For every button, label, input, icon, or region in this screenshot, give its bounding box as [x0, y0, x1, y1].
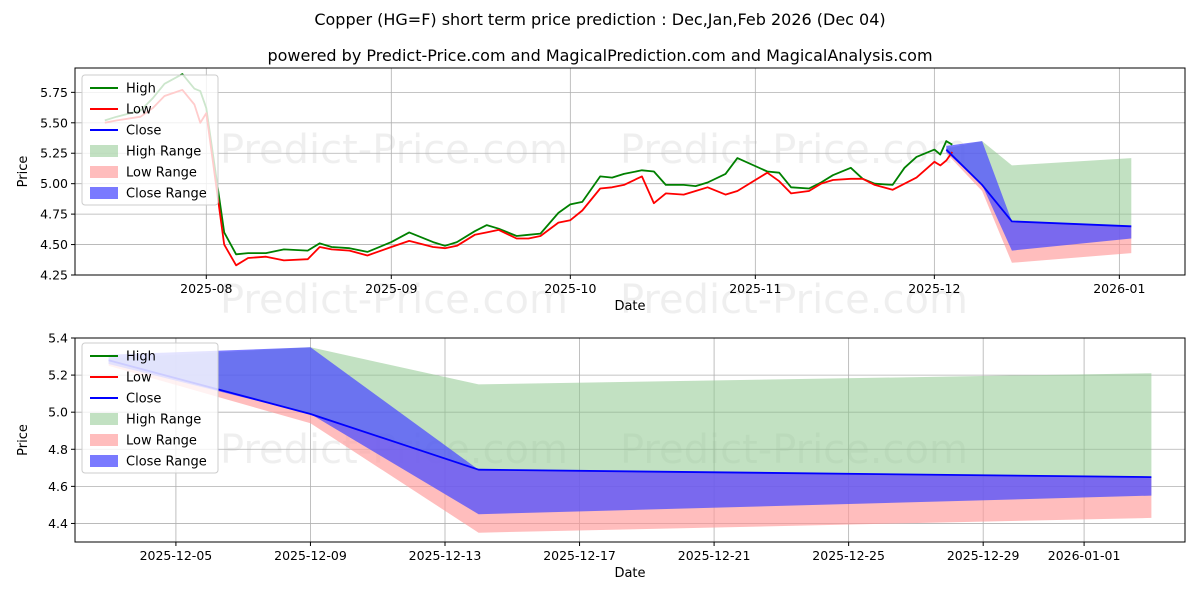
- high-range-band: [946, 141, 1132, 227]
- legend-swatch-patch: [90, 413, 118, 425]
- y-tick-label: 4.25: [40, 268, 68, 283]
- y-tick-label: 4.8: [48, 442, 68, 457]
- x-tick-label: 2025-12-21: [678, 548, 751, 563]
- legend-swatch-patch: [90, 145, 118, 157]
- watermark-text: Predict-Price.com: [620, 127, 968, 173]
- legend: High Low Close High Range Low Range Close Ran…: [81, 342, 219, 474]
- legend-swatch-patch: [90, 187, 118, 199]
- high-range-band: [108, 347, 1152, 478]
- legend-label: High: [126, 82, 156, 97]
- legend-label: High Range: [126, 413, 201, 428]
- y-tick-label: 4.6: [48, 479, 68, 494]
- low-series-line: [104, 89, 954, 267]
- legend-label: Close Range: [126, 455, 207, 470]
- x-tick-label: 2025-12-17: [543, 548, 616, 563]
- legend-label: Close Range: [126, 187, 207, 202]
- x-tick-label: 2026-01-01: [1048, 548, 1121, 563]
- legend-swatch-patch: [90, 434, 118, 446]
- legend-label: Low: [126, 103, 152, 118]
- y-tick-label: 5.50: [40, 115, 68, 130]
- x-tick-label: 2025-12-13: [409, 548, 482, 563]
- x-tick-label: 2025-12: [908, 281, 960, 296]
- plot-frame: [74, 67, 1186, 276]
- plot-data: [104, 73, 1132, 267]
- y-tick-label: 5.00: [40, 176, 68, 191]
- legend-swatch-patch: [90, 166, 118, 178]
- y-tick-label: 5.4: [48, 331, 68, 346]
- y-axis-label: Price: [16, 156, 31, 188]
- y-tick-label: 5.75: [40, 85, 68, 100]
- chart-subtitle: powered by Predict-Price.com and Magical…: [267, 46, 933, 65]
- x-tick-label: 2025-11: [729, 281, 781, 296]
- close-series-line: [945, 148, 1132, 228]
- x-axis-label: Date: [614, 299, 645, 314]
- x-tick-label: 2025-08: [180, 281, 232, 296]
- x-tick-label: 2025-12-09: [274, 548, 347, 563]
- chart-panel-1: Predict-Price.com Predict-Price.com Predic…: [16, 67, 1186, 323]
- chart-panel-2: Predict-Price.comPredict-Price.com2025-1…: [16, 331, 1186, 581]
- legend-label: High Range: [126, 145, 201, 160]
- y-tick-label: 4.4: [48, 516, 68, 531]
- legend-label: Low Range: [126, 166, 197, 181]
- watermark-text: Predict-Price.com: [220, 127, 568, 173]
- watermark-text: Predict-Price.com: [220, 277, 568, 323]
- x-tick-label: 2025-12-25: [812, 548, 885, 563]
- high-series-line: [104, 73, 953, 256]
- legend-label: Close: [126, 124, 161, 139]
- y-tick-label: 5.2: [48, 368, 68, 383]
- legend-swatch-patch: [90, 455, 118, 467]
- y-tick-label: 4.50: [40, 237, 68, 252]
- x-tick-label: 2025-10: [544, 281, 596, 296]
- y-tick-label: 5.25: [40, 146, 68, 161]
- plot-frame: [74, 337, 1186, 543]
- x-tick-label: 2025-12-05: [140, 548, 213, 563]
- x-axis-label: Date: [614, 566, 645, 581]
- legend-label: Close: [126, 392, 161, 407]
- legend-label: Low: [126, 371, 152, 386]
- y-axis-label: Price: [16, 424, 31, 456]
- x-tick-label: 2025-12-29: [947, 548, 1020, 563]
- legend: High Low Close High Range Low Range Close Ran…: [81, 74, 219, 206]
- x-tick-label: 2026-01: [1093, 281, 1145, 296]
- close-range-band: [946, 141, 1132, 251]
- legend-label: Low Range: [126, 434, 197, 449]
- watermark-text: Predict-Price.com: [620, 277, 968, 323]
- y-tick-label: 5.0: [48, 405, 68, 420]
- y-tick-label: 4.75: [40, 207, 68, 222]
- chart-title: Copper (HG=F) short term price predictio…: [314, 10, 886, 29]
- x-tick-label: 2025-09: [365, 281, 417, 296]
- legend-label: High: [126, 350, 156, 365]
